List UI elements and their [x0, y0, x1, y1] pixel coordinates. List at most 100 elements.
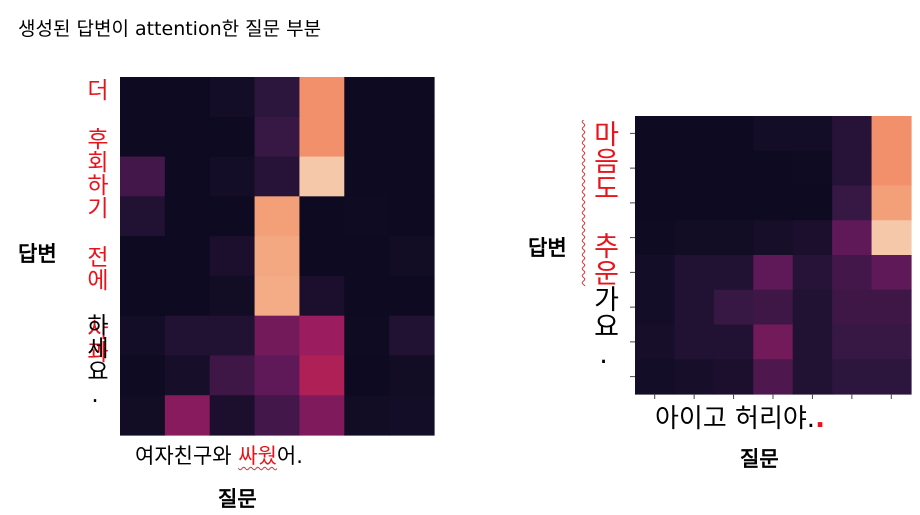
svg-left-cell-8-5 — [344, 395, 390, 436]
svg-right-cell-7-2 — [713, 359, 754, 395]
svg-right-cell-4-5 — [832, 255, 873, 291]
svg-right-cell-3-6 — [871, 220, 912, 256]
svg-left-cell-6-5 — [344, 315, 390, 357]
svg-left-cell-3-1 — [164, 196, 211, 237]
svg-left-cell-3-0 — [120, 196, 166, 237]
svg-left-cell-4-1 — [164, 236, 211, 277]
svg-right-cell-4-6 — [871, 255, 912, 291]
svg-left-cell-5-2 — [209, 275, 256, 317]
svg-left-cell-1-0 — [120, 116, 166, 158]
svg-left-cell-4-4 — [299, 236, 345, 277]
right-x-axis-label: 질문 — [740, 447, 779, 471]
svg-right-cell-5-5 — [832, 289, 873, 326]
svg-right-cell-3-2 — [713, 220, 754, 256]
svg-right-cell-1-5 — [832, 150, 873, 187]
svg-right-cell-2-3 — [753, 185, 794, 221]
svg-left-cell-5-5 — [344, 275, 390, 317]
left-question-before: 여자친구와 — [135, 444, 239, 468]
svg-right-cell-5-0 — [635, 289, 676, 326]
svg-left-cell-5-3 — [254, 275, 301, 317]
svg-left-cell-3-6 — [389, 196, 435, 237]
svg-left-cell-4-5 — [344, 236, 390, 277]
svg-right-cell-4-0 — [635, 255, 676, 291]
svg-right-cell-2-5 — [832, 185, 873, 221]
svg-right-cell-0-2 — [713, 116, 754, 152]
left-answer-red-text: 더 후회하기 전에 사과 — [82, 78, 108, 363]
svg-left-cell-2-6 — [389, 156, 435, 197]
svg-left-cell-2-1 — [164, 156, 211, 197]
svg-left-cell-1-3 — [254, 116, 301, 158]
svg-right-cell-6-3 — [753, 324, 794, 360]
svg-right-cell-0-3 — [753, 116, 794, 152]
svg-left-cell-0-4 — [299, 77, 345, 118]
svg-left-cell-5-0 — [120, 275, 166, 317]
svg-right-cell-6-1 — [674, 324, 715, 360]
right-answer-black-text: 가요. — [588, 285, 619, 370]
svg-right-cell-7-1 — [674, 359, 715, 395]
svg-left-cell-0-0 — [120, 77, 166, 118]
left-question-text: 여자친구와 싸웠어. — [135, 440, 303, 470]
svg-left-cell-7-6 — [389, 355, 435, 396]
svg-left-cell-6-0 — [120, 315, 166, 357]
svg-left-cell-3-3 — [254, 196, 301, 237]
svg-right-cell-7-0 — [635, 359, 676, 395]
svg-left-cell-3-4 — [299, 196, 345, 237]
svg-right-cell-7-3 — [753, 359, 794, 395]
svg-right-cell-5-3 — [753, 289, 794, 326]
svg-left-cell-8-2 — [209, 395, 256, 436]
right-answer-red-text: 마음도 추운 — [588, 120, 619, 286]
svg-right-cell-6-2 — [713, 324, 754, 360]
svg-right-cell-3-5 — [832, 220, 873, 256]
svg-right-cell-1-0 — [635, 150, 676, 187]
svg-right-cell-5-2 — [713, 289, 754, 326]
svg-right-cell-1-2 — [713, 150, 754, 187]
svg-right-cell-5-6 — [871, 289, 912, 326]
svg-left-cell-8-6 — [389, 395, 435, 436]
svg-right-cell-6-0 — [635, 324, 676, 360]
svg-right-cell-4-1 — [674, 255, 715, 291]
svg-right-cell-0-6 — [871, 116, 912, 152]
svg-left-cell-1-6 — [389, 116, 435, 158]
svg-right-cell-2-6 — [871, 185, 912, 221]
left-question-after: 어. — [276, 444, 303, 468]
svg-right-cell-1-6 — [871, 150, 912, 187]
svg-right-cell-7-4 — [792, 359, 833, 395]
svg-left-cell-8-3 — [254, 395, 301, 436]
svg-left-cell-7-3 — [254, 355, 301, 396]
svg-left-cell-0-1 — [164, 77, 211, 118]
svg-left-cell-5-4 — [299, 275, 345, 317]
svg-left-cell-6-6 — [389, 315, 435, 357]
svg-right-cell-7-6 — [871, 359, 912, 395]
svg-left-cell-2-5 — [344, 156, 390, 197]
svg-right-cell-2-0 — [635, 185, 676, 221]
svg-left-cell-4-2 — [209, 236, 256, 277]
svg-right-cell-1-3 — [753, 150, 794, 187]
left-y-axis-label: 답변 — [18, 242, 57, 266]
svg-right-cell-0-1 — [674, 116, 715, 152]
svg-right-cell-4-2 — [713, 255, 754, 291]
left-x-axis-label: 질문 — [218, 487, 257, 511]
svg-left-cell-2-4 — [299, 156, 345, 197]
svg-left-cell-6-2 — [209, 315, 256, 357]
right-y-axis-label: 답변 — [528, 236, 567, 260]
svg-right-cell-1-4 — [792, 150, 833, 187]
svg-left-cell-1-4 — [299, 116, 345, 158]
svg-right-cell-2-4 — [792, 185, 833, 221]
svg-left-cell-3-2 — [209, 196, 256, 237]
svg-right-cell-5-4 — [792, 289, 833, 326]
svg-left-cell-0-3 — [254, 77, 301, 118]
svg-right-cell-7-5 — [832, 359, 873, 395]
svg-right-cell-0-5 — [832, 116, 873, 152]
svg-left-cell-1-2 — [209, 116, 256, 158]
svg-left-cell-0-5 — [344, 77, 390, 118]
svg-left-cell-6-1 — [164, 315, 211, 357]
svg-left-cell-5-1 — [164, 275, 211, 317]
svg-left-cell-3-5 — [344, 196, 390, 237]
svg-right-cell-3-3 — [753, 220, 794, 256]
left-answer-black-text: 하세요. — [82, 313, 108, 408]
page-title: 생성된 답변이 attention한 질문 부분 — [18, 18, 322, 40]
right-question-red-dot: . — [815, 404, 825, 434]
right-question-main: 아이고 허리야. — [655, 404, 816, 434]
svg-left-cell-0-2 — [209, 77, 256, 118]
